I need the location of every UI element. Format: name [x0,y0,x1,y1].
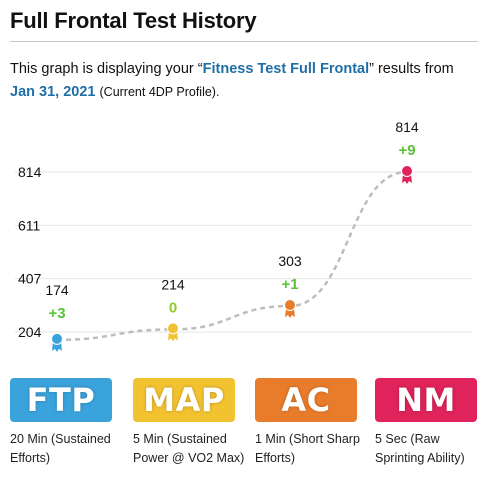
ac-marker-icon [284,299,296,312]
ftp-badge[interactable]: FTP [10,378,112,422]
ftp-value-label: 174 [45,282,69,298]
date-link[interactable]: Jan 31, 2021 [10,84,96,100]
ftp-description: 20 Min (Sustained Efforts) [10,432,111,465]
chart-description: This graph is displaying your “Fitness T… [10,58,480,104]
test-history-chart: 814 611 407 204 174 +3 214 0 303 +1 814 +9 [15,119,472,352]
map-badge[interactable]: MAP [133,378,235,422]
series-line [56,170,408,342]
ac-description: 1 Min (Short Sharp Efforts) [255,432,360,465]
nm-change-label: +9 [398,142,415,159]
ac-value-label: 303 [278,253,302,269]
y-tick-label: 814 [18,164,42,180]
ac-badge[interactable]: AC [255,378,357,422]
map-marker-icon [167,322,179,335]
ac-marker-ribbon [285,308,295,319]
y-tick-label: 204 [18,324,42,340]
nm-marker-icon [401,165,413,177]
ftp-change-label: +3 [48,305,65,322]
map-description: 5 Min (Sustained Power @ VO2 Max) [133,432,245,465]
profile-note: (Current 4DP Profile). [99,85,220,99]
nm-value-label: 814 [395,119,419,135]
ftp-marker-ribbon [52,341,62,352]
test-name-link[interactable]: Fitness Test Full Frontal [202,61,370,77]
map-marker-ribbon [168,331,178,342]
nm-description: 5 Sec (Raw Sprinting Ability) [375,432,465,465]
description-prefix: This graph is displaying your “ [10,61,203,77]
description-middle: ” results from [369,61,454,77]
ac-change-label: +1 [281,276,298,293]
nm-marker-ribbon [402,174,412,184]
y-tick-label: 611 [18,217,41,233]
map-value-label: 214 [161,276,185,292]
title-divider [10,41,478,42]
page-title: Full Frontal Test History [10,8,257,33]
y-tick-label: 407 [18,271,42,287]
map-change-label: 0 [169,299,177,316]
nm-badge[interactable]: NM [375,378,477,422]
ftp-marker-icon [51,332,63,345]
